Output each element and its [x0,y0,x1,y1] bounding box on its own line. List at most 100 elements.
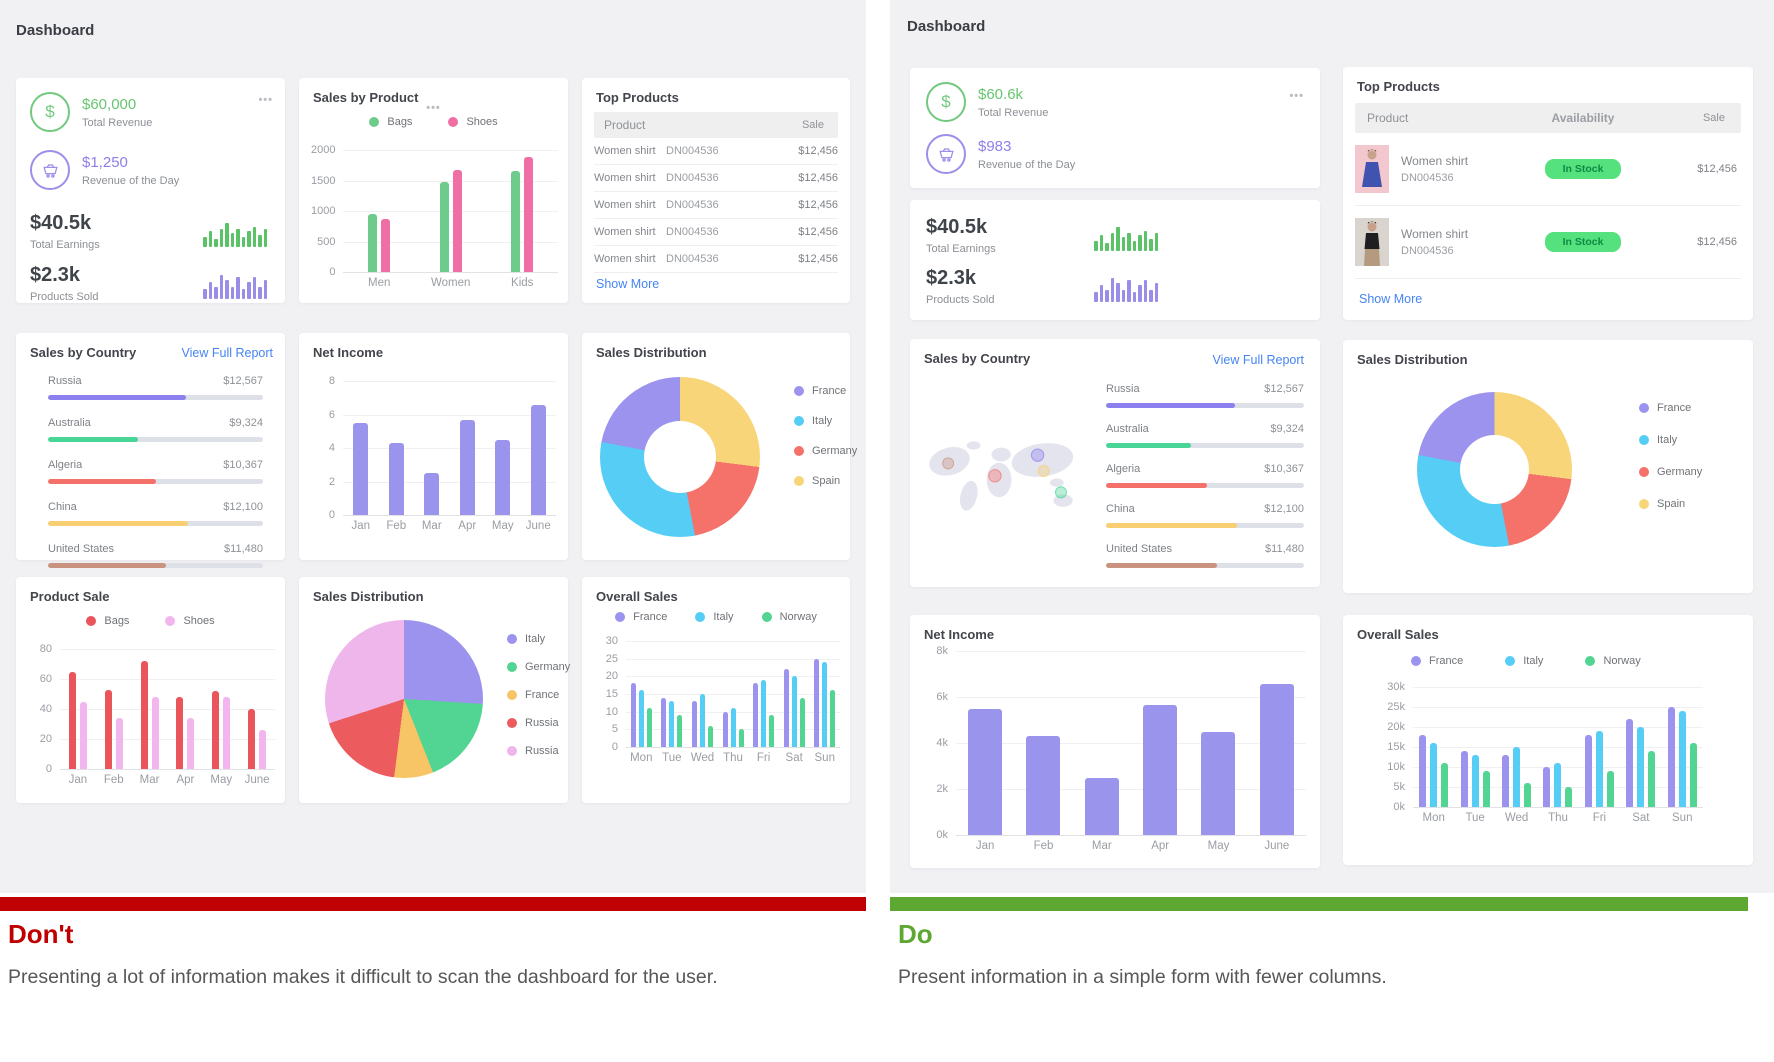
legend-item: France [1639,402,1702,414]
dont-dashboard-panel: Dashboard ••• $ $60,000 Total Revenue $1… [0,0,866,893]
col-product: Product [604,118,646,132]
map-marker-united-states [942,457,955,470]
card-title: Net Income [924,627,995,642]
earnings-sparkline [203,223,267,247]
card-title: Top Products [1357,79,1440,94]
card-title: Sales Distribution [1357,352,1468,367]
card-title: Top Products [596,90,679,105]
total-revenue-stat: $ $60.6k Total Revenue [926,82,1304,122]
progress-track [48,437,263,442]
progress-track [48,395,263,400]
map-marker-algeria [988,469,1002,483]
country-row: United States $11,480 [48,543,263,568]
country-progress-list: Russia $12,567 Australia $9,324 Algeria $10… [1106,383,1304,568]
page-title: Dashboard [907,18,986,35]
legend-item: Russia [507,717,570,729]
progress-track [1106,523,1304,528]
sales-by-country-card: Sales by Country View Full Report [910,339,1320,587]
progress-fill [1106,483,1207,488]
chart-legend: France Italy Norway [1343,655,1753,667]
dont-title: Don't [8,919,74,949]
total-earnings-label: Total Earnings [30,239,100,251]
more-menu-icon[interactable]: ••• [1289,90,1304,102]
country-row: China $12,100 [1106,503,1304,528]
legend-item: Italy [794,415,857,427]
overall-sales-chart: 30 25 20 15 10 5 0 Mon Tue Wed Thu Fri Sat Sun [594,636,840,765]
total-revenue-value: $60.6k [978,85,1024,103]
products-sold-stat: $2.3k Products Sold [926,267,1304,306]
dont-caption: Presenting a lot of information makes it… [8,966,718,988]
progress-fill [1106,523,1237,528]
sales-distribution-donut-card: Sales Distribution France Italy Germany Spa… [1343,340,1753,593]
legend-item: Germany [1639,466,1702,478]
progress-track [1106,563,1304,568]
legend-item: Germany [794,445,857,457]
more-menu-icon[interactable]: ••• [426,102,441,114]
more-menu-icon[interactable]: ••• [258,94,273,106]
legend-item: France [1411,655,1463,667]
card-title: Sales by Country [30,345,137,360]
total-earnings-value: $40.5k [30,212,92,234]
products-sold-label: Products Sold [30,291,99,303]
total-revenue-value: $60,000 [82,95,137,113]
in-stock-badge: In Stock [1545,159,1621,179]
world-map [922,433,1094,536]
col-availability: Availability [1551,111,1615,125]
cart-icon [926,134,966,174]
products-sold-value: $2.3k [30,264,81,286]
total-earnings-label: Total Earnings [926,243,996,255]
table-body: Women shirt DN004536 $12,456 Women shirt… [594,138,838,273]
chart-legend: Bags Shoes [299,116,568,128]
progress-track [48,479,263,484]
col-sale: Sale [1702,112,1725,124]
earnings-stats-card: $40.5k Total Earnings $2.3k Products Sol… [910,200,1320,320]
progress-track [1106,483,1304,488]
products-sold-stat: $2.3k Products Sold [30,264,271,303]
overall-sales-chart: 30k 25k 20k 15k 10k 5k 0k Mon Tue Wed Thu Fri Sat Sun [1381,682,1703,825]
products-sold-value: $2.3k [926,267,977,289]
card-title: Sales Distribution [313,589,424,604]
total-revenue-stat: $ $60,000 Total Revenue [30,92,271,132]
net-income-card: Net Income 8k 6k 4k 2k 0k Jan Feb Mar Apr May June [910,615,1320,868]
table-row: Women shirt DN004536 $12,456 [594,138,838,165]
revenue-stats-card: ••• $ $60,000 Total Revenue $1,250 Reven… [16,78,285,303]
progress-track [1106,403,1304,408]
legend-item: France [615,611,667,623]
progress-fill [48,479,156,484]
chart-legend: France Italy Germany Spain [1639,402,1702,510]
progress-fill [48,395,186,400]
overall-sales-card: Overall Sales France Italy Norway 30k 25k 20… [1343,615,1753,865]
dollar-icon: $ [30,92,70,132]
legend-item: Shoes [448,116,498,128]
product-image-2 [1355,218,1389,266]
product-sale-card: Product Sale Bags Shoes 80 60 40 20 0 Jan Feb Ma… [16,577,285,803]
revenue-of-day-label: Revenue of the Day [978,158,1076,171]
table-body: Women shirt DN004536 In Stock $12,456 Wo… [1355,133,1741,279]
table-row: Women shirt DN004536 $12,456 [594,192,838,219]
products-sold-sparkline [203,275,267,299]
legend-item: Russia [507,745,570,757]
country-row: Russia $12,567 [48,375,263,400]
top-products-card: Top Products Product Sale Women shirt DN… [582,78,850,303]
legend-item: Germany [507,661,570,673]
sales-distribution-donut-card: Sales Distribution France Italy Germany Spa… [582,333,857,560]
view-full-report-link[interactable]: View Full Report [1212,353,1304,367]
product-image-1 [1355,145,1389,193]
country-row: Australia $9,324 [48,417,263,442]
view-full-report-link[interactable]: View Full Report [181,346,273,360]
product-sale-chart: 80 60 40 20 0 Jan Feb Mar Apr May June [28,644,275,787]
sales-by-product-card: Sales by Product ••• Bags Shoes 2000 1500 1… [299,78,568,303]
legend-item: Italy [1505,655,1543,667]
show-more-link[interactable]: Show More [1359,292,1423,306]
net-income-chart: 8k 6k 4k 2k 0k Jan Feb Mar Apr May June [924,646,1306,853]
legend-item: France [794,385,857,397]
show-more-link[interactable]: Show More [596,277,660,291]
legend-item: Spain [1639,498,1702,510]
sales-distribution-pie [325,620,483,778]
legend-item: Italy [695,611,734,623]
do-caption: Present information in a simple form wit… [898,966,1387,988]
revenue-of-day-stat: $1,250 Revenue of the Day [30,150,271,190]
revenue-of-day-value: $1,250 [82,153,128,171]
legend-item: Shoes [165,615,215,627]
